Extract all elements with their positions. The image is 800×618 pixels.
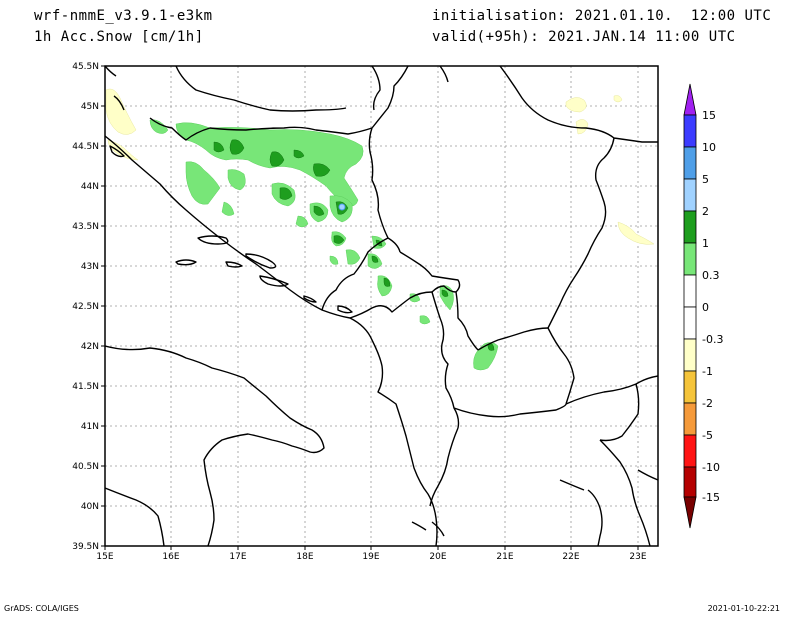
snow-heavy-areas <box>213 139 495 351</box>
lat-tick-label: 43N <box>81 262 99 272</box>
colorbar-swatch <box>683 434 697 468</box>
lat-tick-label: 44.5N <box>72 142 99 152</box>
colorbar-label: -15 <box>702 491 720 504</box>
lat-tick-label: 43.5N <box>72 222 99 232</box>
lat-tick-label: 42.5N <box>72 302 99 312</box>
colorbar-top-arrow <box>683 83 697 116</box>
colorbar-label: 10 <box>702 141 716 154</box>
colorbar-label: -2 <box>702 397 713 410</box>
model-title: wrf-nmmE_v3.9.1-e3km <box>34 8 213 24</box>
colorbar-bottom-arrow <box>683 496 697 529</box>
lat-tick-label: 40.5N <box>72 462 99 472</box>
footer-credit: GrADS: COLA/IGES <box>4 604 79 613</box>
lon-tick-label: 19E <box>362 552 379 562</box>
gridlines <box>105 66 658 546</box>
lat-tick-label: 41.5N <box>72 382 99 392</box>
lat-tick-label: 39.5N <box>72 542 99 552</box>
lon-tick-label: 23E <box>629 552 646 562</box>
lon-tick-label: 17E <box>229 552 246 562</box>
colorbar <box>683 83 697 529</box>
colorbar-label: -1 <box>702 365 713 378</box>
lon-labels: 15E 16E 17E 18E 19E 20E 21E 22E 23E <box>96 552 646 562</box>
colorbar-swatch <box>683 114 697 148</box>
colorbar-swatch <box>683 402 697 436</box>
lat-tick-label: 45.5N <box>72 62 99 72</box>
lon-tick-label: 18E <box>296 552 313 562</box>
colorbar-label: 15 <box>702 109 716 122</box>
lat-labels: 45.5N 45N 44.5N 44N 43.5N 43N 42.5N 42N … <box>72 62 99 552</box>
axis-ticks <box>101 65 639 550</box>
field-title: 1h Acc.Snow [cm/1h] <box>34 29 204 45</box>
colorbar-swatch <box>683 178 697 212</box>
colorbar-label: -0.3 <box>702 333 723 346</box>
colorbar-label: 5 <box>702 173 709 186</box>
colorbar-label: 0.3 <box>702 269 720 282</box>
lon-tick-label: 21E <box>496 552 513 562</box>
colorbar-swatch <box>683 274 697 308</box>
colorbar-swatch <box>683 146 697 180</box>
colorbar-swatch <box>683 210 697 244</box>
colorbar-swatch <box>683 370 697 404</box>
colorbar-label: -10 <box>702 461 720 474</box>
lon-tick-label: 20E <box>429 552 446 562</box>
lon-tick-label: 22E <box>562 552 579 562</box>
colorbar-swatch <box>683 306 697 340</box>
valid-time: valid(+95h): 2021.JAN.14 11:00 UTC <box>432 29 736 45</box>
colorbar-label: 0 <box>702 301 709 314</box>
colorbar-swatch <box>683 242 697 276</box>
colorbar-label: 2 <box>702 205 709 218</box>
lat-tick-label: 45N <box>81 102 99 112</box>
init-time: initialisation: 2021.01.10. 12:00 UTC <box>432 8 772 24</box>
colorbar-label: 1 <box>702 237 709 250</box>
snow-light-areas <box>149 119 499 371</box>
colorbar-label: -5 <box>702 429 713 442</box>
colorbar-swatch <box>683 466 697 498</box>
lat-tick-label: 44N <box>81 182 99 192</box>
lon-tick-label: 16E <box>162 552 179 562</box>
lat-tick-label: 42N <box>81 342 99 352</box>
footer-timestamp: 2021-01-10-22:21 <box>707 604 780 613</box>
colorbar-swatch <box>683 338 697 372</box>
lon-tick-label: 15E <box>96 552 113 562</box>
snow-peak-area <box>338 203 346 211</box>
lat-tick-label: 41N <box>81 422 99 432</box>
lat-tick-label: 40N <box>81 502 99 512</box>
colorbar-labels: 15 10 5 2 1 0.3 0 -0.3 -1 -2 -5 -10 -15 <box>702 109 723 504</box>
coastlines-borders <box>105 66 658 546</box>
